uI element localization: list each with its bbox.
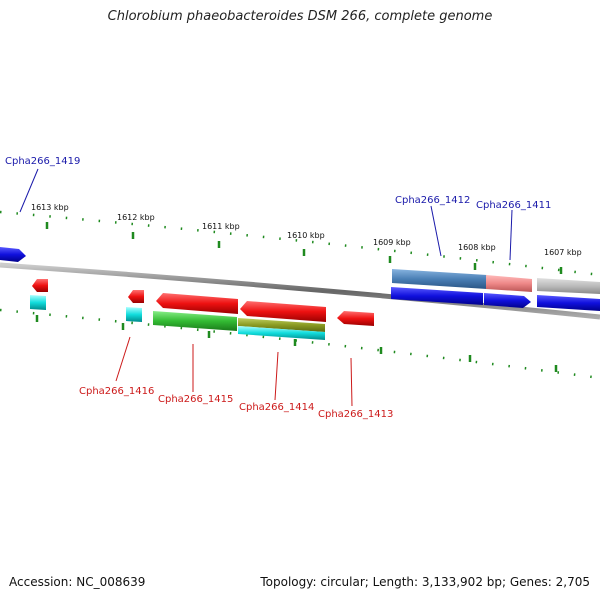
gene-blue-right-arrow[interactable] [537, 295, 600, 311]
tick-label-1610: 1610 kbp [287, 231, 325, 240]
gene-labels: Cpha266_1419 Cpha266_1412 Cpha266_1411 C… [5, 156, 551, 420]
tick-label-1611: 1611 kbp [202, 222, 240, 231]
accession-text: Accession: NC_008639 [9, 575, 146, 589]
tick-label-1607: 1607 kbp [544, 248, 582, 257]
upper-tick-ring [0, 210, 600, 277]
gene-cpha266-1412-arrow[interactable] [392, 269, 487, 289]
gene-pink-arrow[interactable] [486, 275, 532, 292]
topology-text: Topology: circular; Length: 3,133,902 bp… [260, 575, 590, 589]
gene-cpha266-1416-cyan[interactable] [126, 307, 142, 322]
gene-cyan-small-left[interactable] [30, 295, 46, 310]
tick-label-1609: 1609 kbp [373, 238, 411, 247]
gene-cpha266-1414-olive[interactable] [238, 318, 325, 332]
lower-tick-ring [0, 308, 600, 380]
leader-lines [19, 168, 513, 407]
gene-label-cpha266-1419[interactable]: Cpha266_1419 [5, 156, 80, 167]
forward-strand-genes [0, 247, 600, 311]
genome-backbone [0, 262, 600, 320]
reverse-strand-genes [30, 279, 374, 340]
gene-blue-strip-arrow[interactable] [391, 287, 483, 305]
major-ticks [35, 222, 563, 372]
gene-label-cpha266-1416[interactable]: Cpha266_1416 [79, 386, 154, 397]
gene-cpha266-1413-arrow[interactable] [337, 311, 374, 326]
tick-label-1612: 1612 kbp [117, 213, 155, 222]
gene-label-cpha266-1413[interactable]: Cpha266_1413 [318, 409, 393, 420]
gene-cpha266-1419-arrow[interactable] [0, 247, 26, 262]
gene-cpha266-1414-cyan[interactable] [238, 326, 325, 340]
gene-red-large-2[interactable] [240, 301, 326, 322]
gene-red-large-1[interactable] [156, 293, 238, 314]
gene-label-cpha266-1415[interactable]: Cpha266_1415 [158, 394, 233, 405]
gene-cpha266-1416-red[interactable] [128, 290, 144, 303]
gene-label-cpha266-1414[interactable]: Cpha266_1414 [239, 402, 314, 413]
gene-cpha266-1411-arrow[interactable] [484, 293, 531, 308]
tick-label-1613: 1613 kbp [31, 203, 69, 212]
gene-cpha266-1415-arrow[interactable] [153, 311, 237, 331]
tick-labels: 1613 kbp 1612 kbp 1611 kbp 1610 kbp 1609… [31, 203, 582, 257]
gene-gray-arrow[interactable] [537, 278, 600, 294]
genome-title: Chlorobium phaeobacteroides DSM 266, com… [107, 9, 493, 24]
gene-red-small-left[interactable] [32, 279, 48, 292]
tick-label-1608: 1608 kbp [458, 243, 496, 252]
gene-label-cpha266-1411[interactable]: Cpha266_1411 [476, 200, 551, 211]
gene-label-cpha266-1412[interactable]: Cpha266_1412 [395, 195, 470, 206]
